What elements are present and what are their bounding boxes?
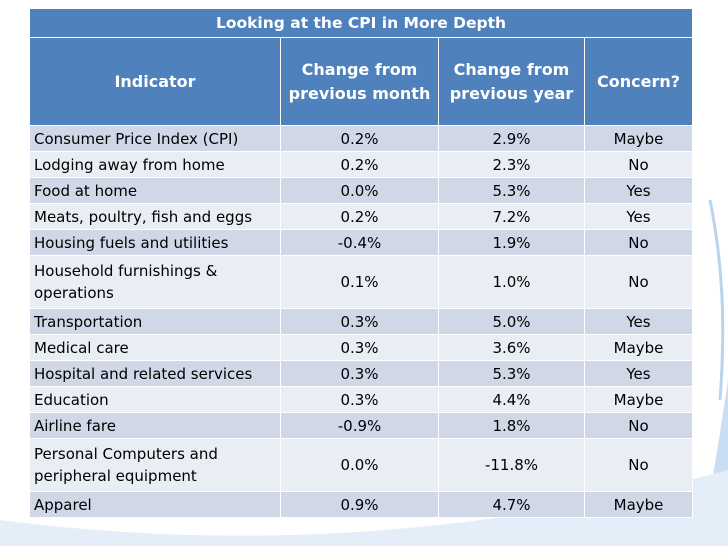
cell-change-year: -11.8% <box>438 438 585 492</box>
cell-change-year: 1.0% <box>438 255 585 309</box>
cell-change-year: 5.3% <box>438 360 585 387</box>
cell-concern: Yes <box>583 360 694 387</box>
table-header-row: Indicator Change from previous month Cha… <box>29 37 694 126</box>
header-indicator: Indicator <box>29 37 281 126</box>
cell-change-month: 0.3% <box>280 308 439 335</box>
cell-indicator: Lodging away from home <box>29 151 281 178</box>
cell-indicator: Airline fare <box>29 412 281 439</box>
cell-change-month: -0.9% <box>280 412 439 439</box>
cell-change-year: 5.0% <box>438 308 585 335</box>
cell-concern: No <box>583 255 694 309</box>
cell-change-year: 7.2% <box>438 203 585 230</box>
table-row: Personal Computers and peripheral equipm… <box>29 438 694 492</box>
cell-change-year: 1.8% <box>438 412 585 439</box>
cell-indicator: Household furnishings & operations <box>29 255 281 309</box>
cell-change-month: 0.1% <box>280 255 439 309</box>
cpi-table: Looking at the CPI in More Depth Indicat… <box>28 8 694 518</box>
header-change-previous-year: Change from previous year <box>438 37 585 126</box>
cell-indicator: Personal Computers and peripheral equipm… <box>29 438 281 492</box>
cell-indicator: Medical care <box>29 334 281 361</box>
table-row: Medical care 0.3% 3.6% Maybe <box>29 334 694 361</box>
cell-change-year: 4.4% <box>438 386 585 413</box>
cell-concern: Maybe <box>583 125 694 152</box>
cell-concern: Maybe <box>583 386 694 413</box>
cell-indicator: Food at home <box>29 177 281 204</box>
cell-indicator: Hospital and related services <box>29 360 281 387</box>
cell-change-month: 0.3% <box>280 334 439 361</box>
table-row: Lodging away from home 0.2% 2.3% No <box>29 151 694 178</box>
cell-concern: No <box>583 412 694 439</box>
cell-change-year: 4.7% <box>438 491 585 518</box>
cell-concern: Yes <box>583 308 694 335</box>
cell-indicator: Housing fuels and utilities <box>29 229 281 256</box>
cell-change-month: 0.2% <box>280 125 439 152</box>
cell-change-year: 2.3% <box>438 151 585 178</box>
cell-change-year: 3.6% <box>438 334 585 361</box>
table-row: Airline fare -0.9% 1.8% No <box>29 412 694 439</box>
cell-change-month: 0.2% <box>280 203 439 230</box>
cell-concern: Yes <box>583 203 694 230</box>
cell-concern: No <box>583 229 694 256</box>
cell-change-month: 0.3% <box>280 386 439 413</box>
header-change-previous-month: Change from previous month <box>280 37 439 126</box>
cell-indicator: Education <box>29 386 281 413</box>
cell-change-month: 0.0% <box>280 438 439 492</box>
cell-change-year: 1.9% <box>438 229 585 256</box>
table-title-row: Looking at the CPI in More Depth <box>28 8 694 38</box>
table-row: Housing fuels and utilities -0.4% 1.9% No <box>29 229 694 256</box>
table-row: Meats, poultry, fish and eggs 0.2% 7.2% Yes <box>29 203 694 230</box>
cell-concern: No <box>583 151 694 178</box>
cell-change-year: 2.9% <box>438 125 585 152</box>
cell-indicator: Meats, poultry, fish and eggs <box>29 203 281 230</box>
cell-concern: Yes <box>583 177 694 204</box>
cell-change-month: 0.2% <box>280 151 439 178</box>
table-row: Household furnishings & operations 0.1% 1.… <box>29 255 694 309</box>
cell-concern: No <box>583 438 694 492</box>
table-row: Transportation 0.3% 5.0% Yes <box>29 308 694 335</box>
cell-indicator: Apparel <box>29 491 281 518</box>
cell-indicator: Consumer Price Index (CPI) <box>29 125 281 152</box>
cell-change-month: 0.9% <box>280 491 439 518</box>
table-title: Looking at the CPI in More Depth <box>28 8 694 38</box>
cell-change-year: 5.3% <box>438 177 585 204</box>
table-row: Hospital and related services 0.3% 5.3% Yes <box>29 360 694 387</box>
table-row: Education 0.3% 4.4% Maybe <box>29 386 694 413</box>
cell-concern: Maybe <box>583 491 694 518</box>
cell-change-month: -0.4% <box>280 229 439 256</box>
table-row: Food at home 0.0% 5.3% Yes <box>29 177 694 204</box>
table-row: Consumer Price Index (CPI) 0.2% 2.9% Maybe <box>29 125 694 152</box>
cell-change-month: 0.0% <box>280 177 439 204</box>
table-row: Apparel 0.9% 4.7% Maybe <box>29 491 694 518</box>
cell-concern: Maybe <box>583 334 694 361</box>
header-concern: Concern? <box>583 37 694 126</box>
cell-change-month: 0.3% <box>280 360 439 387</box>
cell-indicator: Transportation <box>29 308 281 335</box>
